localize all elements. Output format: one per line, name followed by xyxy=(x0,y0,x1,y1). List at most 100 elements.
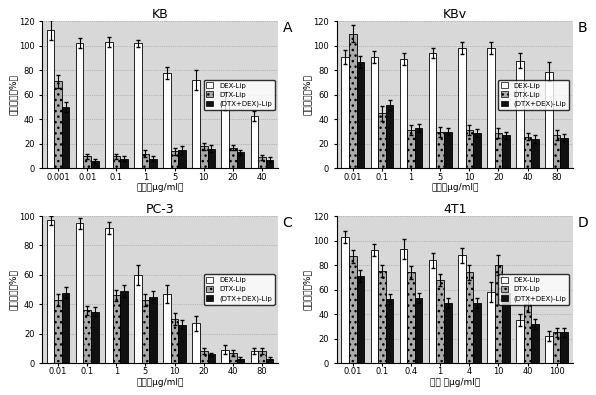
Bar xyxy=(163,294,171,363)
Bar xyxy=(495,133,502,168)
Legend: DEX-Lip, DTX-Lip, (DTX+DEX)-Lip: DEX-Lip, DTX-Lip, (DTX+DEX)-Lip xyxy=(498,275,569,305)
Bar xyxy=(62,293,70,363)
Bar xyxy=(171,319,178,363)
Bar xyxy=(349,256,356,363)
Bar xyxy=(473,133,481,168)
Bar xyxy=(120,158,128,168)
Bar xyxy=(386,105,393,168)
Bar xyxy=(400,249,407,363)
Text: D: D xyxy=(578,216,588,230)
Bar xyxy=(342,237,349,363)
Bar xyxy=(458,255,465,363)
Bar xyxy=(46,30,54,168)
Bar xyxy=(54,300,62,363)
Bar xyxy=(371,57,378,168)
Bar xyxy=(178,150,186,168)
Text: C: C xyxy=(283,216,293,230)
Bar xyxy=(171,151,178,168)
Bar xyxy=(429,53,436,168)
Y-axis label: 细胞活力（%）: 细胞活力（%） xyxy=(8,269,17,310)
Bar xyxy=(91,312,98,363)
Bar xyxy=(356,62,364,168)
Bar xyxy=(545,336,553,363)
Bar xyxy=(193,80,200,168)
Bar xyxy=(553,333,560,363)
Bar xyxy=(495,265,502,363)
Bar xyxy=(207,354,215,363)
Bar xyxy=(193,324,200,363)
Bar xyxy=(266,359,274,363)
Bar xyxy=(415,128,423,168)
Bar xyxy=(251,116,258,168)
Bar xyxy=(502,135,510,168)
Bar xyxy=(415,298,423,363)
Bar xyxy=(516,320,524,363)
Bar xyxy=(229,353,237,363)
Bar xyxy=(178,325,186,363)
Bar xyxy=(560,138,568,168)
Bar xyxy=(105,228,113,363)
Legend: DEX-Lip, DTX-Lip, (DTX+DEX)-Lip: DEX-Lip, DTX-Lip, (DTX+DEX)-Lip xyxy=(498,80,569,110)
Y-axis label: 细胞活力（%）: 细胞活力（%） xyxy=(8,74,17,115)
Bar xyxy=(532,139,539,168)
X-axis label: 浓度（μg/ml）: 浓度（μg/ml） xyxy=(136,378,184,387)
Bar xyxy=(444,132,452,168)
Bar xyxy=(251,351,258,363)
Bar xyxy=(553,135,560,168)
Bar xyxy=(134,275,142,363)
Bar xyxy=(371,250,378,363)
Bar xyxy=(560,333,568,363)
Bar xyxy=(266,160,274,168)
Y-axis label: 细胞活力（%）: 细胞活力（%） xyxy=(303,269,312,310)
Bar xyxy=(76,43,83,168)
Bar xyxy=(502,293,510,363)
Bar xyxy=(524,304,532,363)
Bar xyxy=(386,299,393,363)
Bar xyxy=(473,303,481,363)
Bar xyxy=(200,146,207,168)
Bar xyxy=(258,157,266,168)
Bar xyxy=(487,48,495,168)
X-axis label: 浓度（μg/ml）: 浓度（μg/ml） xyxy=(136,183,184,192)
Bar xyxy=(378,271,386,363)
Bar xyxy=(222,350,229,363)
Bar xyxy=(524,137,532,168)
Bar xyxy=(400,59,407,168)
Bar xyxy=(532,324,539,363)
Bar xyxy=(149,158,157,168)
Bar xyxy=(200,351,207,363)
Bar xyxy=(237,152,244,168)
Bar xyxy=(342,57,349,168)
Legend: DEX-Lip, DTX-Lip, (DTX+DEX)-Lip: DEX-Lip, DTX-Lip, (DTX+DEX)-Lip xyxy=(204,275,275,305)
Bar xyxy=(407,130,415,168)
Bar xyxy=(54,81,62,168)
Bar xyxy=(458,48,465,168)
Bar xyxy=(207,149,215,168)
Bar xyxy=(465,130,473,168)
X-axis label: 浓度 （μg/ml）: 浓度 （μg/ml） xyxy=(430,378,480,387)
Text: B: B xyxy=(578,21,587,35)
Bar xyxy=(444,303,452,363)
Bar xyxy=(113,156,120,168)
Y-axis label: 细胞活力（%）: 细胞活力（%） xyxy=(303,74,312,115)
Bar xyxy=(436,132,444,168)
Legend: DEX-Lip, DTX-Lip, (DTX+DEX)-Lip: DEX-Lip, DTX-Lip, (DTX+DEX)-Lip xyxy=(204,80,275,110)
Bar xyxy=(142,300,149,363)
Bar xyxy=(349,34,356,168)
X-axis label: 浓度（μg/ml）: 浓度（μg/ml） xyxy=(431,183,479,192)
Bar xyxy=(83,156,91,168)
Bar xyxy=(62,107,70,168)
Bar xyxy=(356,276,364,363)
Bar xyxy=(465,273,473,363)
Bar xyxy=(229,148,237,168)
Title: KB: KB xyxy=(151,8,169,21)
Text: A: A xyxy=(283,21,292,35)
Bar xyxy=(105,42,113,168)
Title: KBv: KBv xyxy=(443,8,467,21)
Bar xyxy=(407,273,415,363)
Bar xyxy=(91,161,98,168)
Bar xyxy=(113,295,120,363)
Title: 4T1: 4T1 xyxy=(443,203,467,216)
Bar xyxy=(163,73,171,168)
Bar xyxy=(378,113,386,168)
